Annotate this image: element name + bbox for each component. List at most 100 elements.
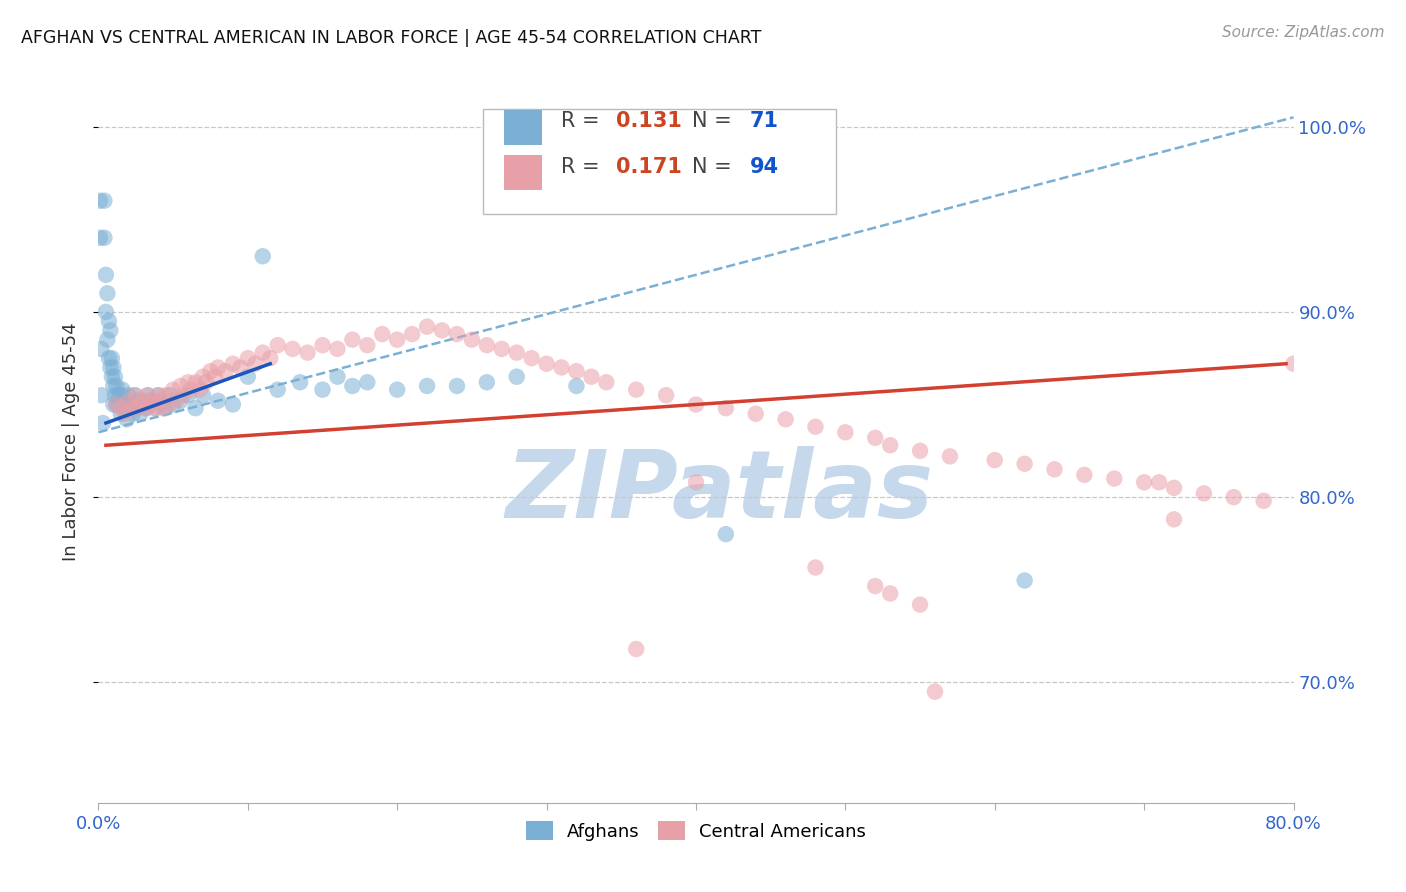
- Point: [129, 397, 152, 411]
- Point: [222, 357, 245, 371]
- Point: [581, 369, 603, 384]
- Point: [136, 388, 159, 402]
- Point: [342, 333, 364, 347]
- Point: [91, 416, 114, 430]
- Point: [506, 369, 529, 384]
- Point: [685, 397, 707, 411]
- Point: [297, 345, 319, 359]
- Point: [446, 327, 468, 342]
- Point: [105, 397, 128, 411]
- Point: [184, 401, 207, 416]
- Text: 94: 94: [749, 157, 779, 177]
- Point: [745, 407, 768, 421]
- Point: [120, 401, 142, 416]
- Point: [207, 393, 229, 408]
- Bar: [503, 110, 541, 145]
- Point: [252, 345, 274, 359]
- Point: [98, 360, 122, 375]
- Point: [191, 369, 214, 384]
- FancyBboxPatch shape: [484, 109, 835, 214]
- Point: [148, 388, 170, 402]
- Point: [775, 412, 797, 426]
- Point: [165, 393, 187, 408]
- Point: [550, 360, 572, 375]
- Point: [356, 376, 378, 390]
- Point: [924, 684, 946, 698]
- Point: [112, 401, 135, 416]
- Point: [142, 393, 165, 408]
- Point: [655, 388, 678, 402]
- Y-axis label: In Labor Force | Age 45-54: In Labor Force | Age 45-54: [62, 322, 80, 561]
- Point: [1282, 357, 1305, 371]
- Text: 0.131: 0.131: [616, 112, 682, 131]
- Text: 71: 71: [749, 112, 779, 131]
- Point: [110, 401, 132, 416]
- Point: [107, 388, 129, 402]
- Point: [90, 342, 112, 356]
- Point: [1147, 475, 1170, 490]
- Point: [430, 323, 453, 337]
- Point: [311, 383, 333, 397]
- Point: [446, 379, 468, 393]
- Point: [125, 388, 148, 402]
- Point: [150, 393, 173, 408]
- Point: [177, 388, 200, 402]
- Point: [326, 342, 349, 356]
- Point: [125, 401, 148, 416]
- Point: [93, 231, 115, 245]
- Point: [136, 388, 159, 402]
- Point: [1163, 512, 1185, 526]
- Point: [1073, 467, 1095, 482]
- Point: [236, 369, 259, 384]
- Point: [162, 397, 184, 411]
- Point: [984, 453, 1007, 467]
- Point: [114, 407, 136, 421]
- Point: [1223, 490, 1246, 504]
- Text: 0.171: 0.171: [616, 157, 682, 177]
- Point: [94, 305, 117, 319]
- Point: [103, 360, 125, 375]
- Point: [252, 249, 274, 263]
- Point: [1104, 472, 1126, 486]
- Point: [93, 194, 115, 208]
- Point: [96, 333, 118, 347]
- Point: [173, 388, 195, 402]
- Point: [1043, 462, 1066, 476]
- Point: [475, 338, 498, 352]
- Point: [865, 579, 887, 593]
- Point: [143, 401, 166, 416]
- Point: [177, 376, 200, 390]
- Point: [104, 369, 127, 384]
- Point: [162, 383, 184, 397]
- Point: [129, 407, 152, 421]
- Point: [222, 397, 245, 411]
- Point: [155, 401, 177, 416]
- Point: [804, 560, 827, 574]
- Point: [94, 268, 117, 282]
- Point: [152, 401, 174, 416]
- Point: [311, 338, 333, 352]
- Point: [89, 194, 111, 208]
- Point: [110, 388, 132, 402]
- Point: [110, 407, 132, 421]
- Point: [714, 527, 737, 541]
- Point: [98, 323, 122, 337]
- Point: [105, 379, 128, 393]
- Point: [97, 351, 120, 366]
- Point: [714, 401, 737, 416]
- Point: [879, 586, 901, 600]
- Point: [595, 376, 617, 390]
- Point: [135, 401, 157, 416]
- Point: [908, 443, 931, 458]
- Point: [101, 351, 124, 366]
- Point: [865, 431, 887, 445]
- Text: N =: N =: [692, 157, 733, 177]
- Point: [356, 338, 378, 352]
- Point: [491, 342, 513, 356]
- Point: [169, 379, 191, 393]
- Point: [834, 425, 856, 440]
- Point: [281, 342, 304, 356]
- Point: [132, 397, 155, 411]
- Point: [1163, 481, 1185, 495]
- Text: ZIPatlas: ZIPatlas: [506, 446, 934, 538]
